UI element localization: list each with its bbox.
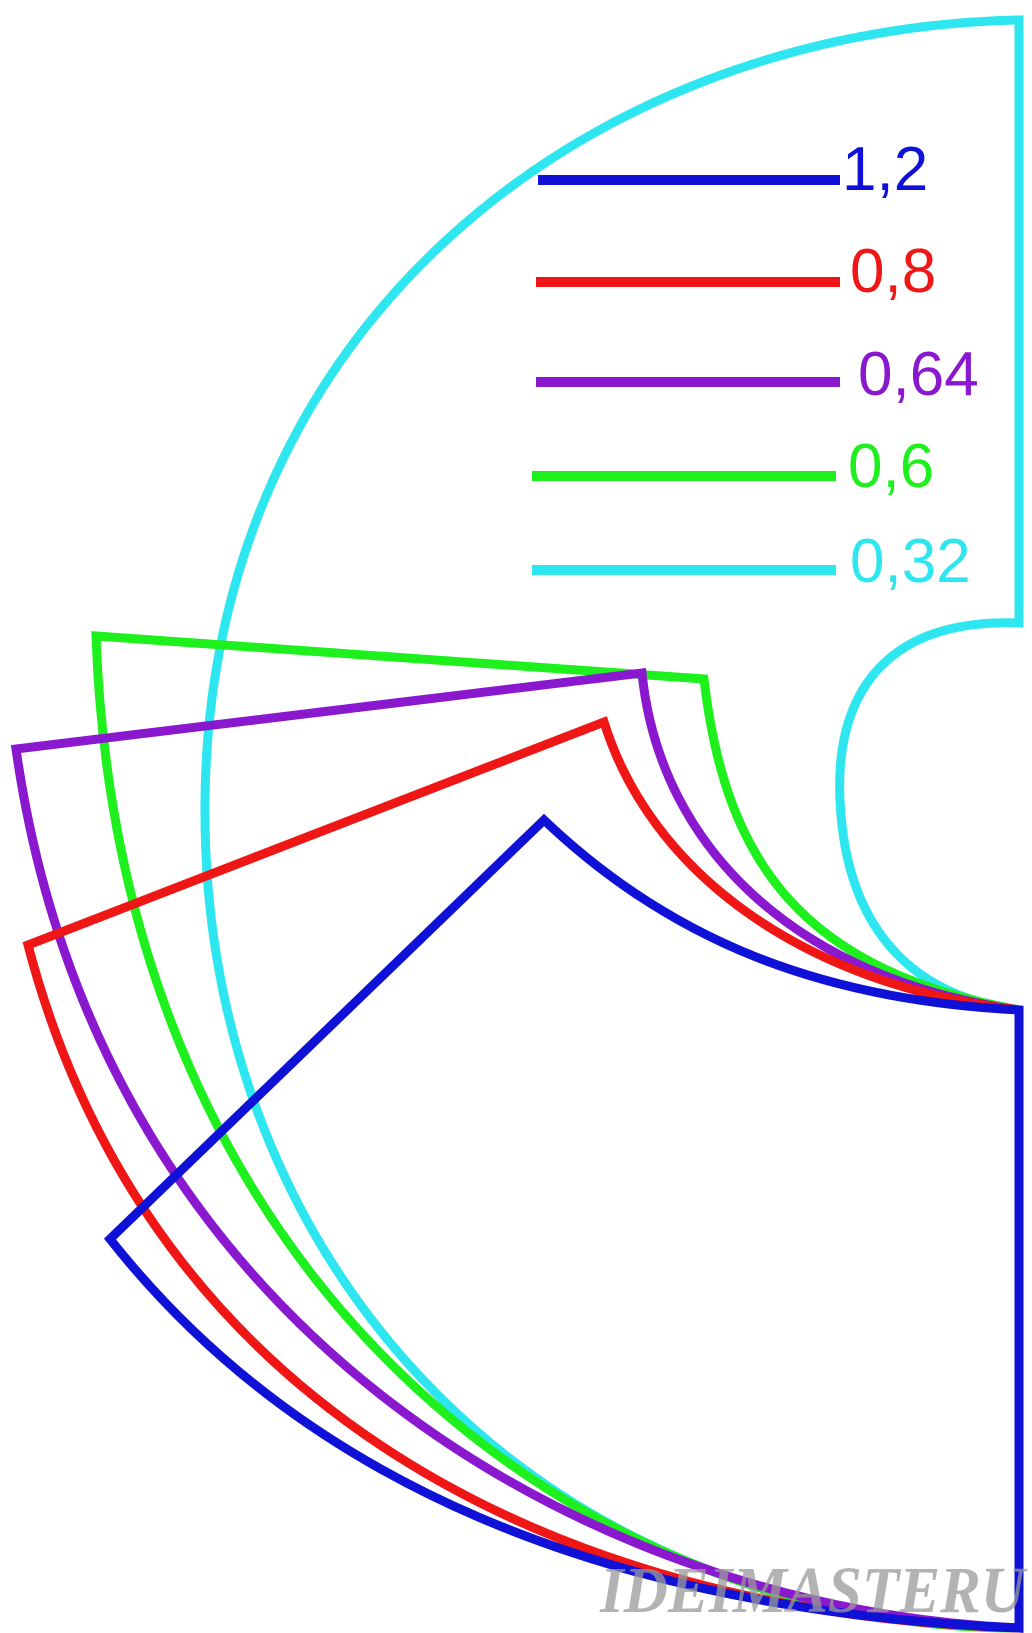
legend: 1,2 0,8 0,64 0,6 0,32 <box>532 135 979 596</box>
legend-item-1-2: 1,2 <box>538 135 928 204</box>
legend-label-0-64: 0,64 <box>858 340 979 409</box>
legend-item-0-64: 0,64 <box>536 340 979 409</box>
pattern-outlines <box>10 15 1024 1633</box>
legend-item-0-32: 0,32 <box>532 527 971 596</box>
legend-item-0-6: 0,6 <box>532 432 934 501</box>
legend-label-0-32: 0,32 <box>850 527 971 596</box>
watermark-logo: IDEIMASTERU <box>599 1554 1028 1627</box>
pattern-outline-0-6 <box>91 631 1024 1633</box>
legend-item-0-8: 0,8 <box>536 237 936 306</box>
pattern-outline-0-32 <box>200 15 1024 1633</box>
legend-label-0-8: 0,8 <box>850 237 936 306</box>
pattern-outline-0-64 <box>10 667 1024 1633</box>
pattern-outline-1-2 <box>103 813 1024 1633</box>
legend-label-1-2: 1,2 <box>842 135 928 204</box>
legend-label-0-6: 0,6 <box>848 432 934 501</box>
